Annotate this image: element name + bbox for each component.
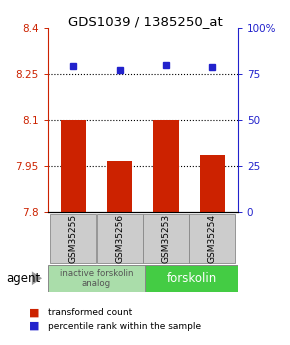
Text: inactive forskolin
analog: inactive forskolin analog xyxy=(60,268,133,288)
Text: ■: ■ xyxy=(29,307,39,317)
Text: percentile rank within the sample: percentile rank within the sample xyxy=(48,322,201,331)
Text: transformed count: transformed count xyxy=(48,308,132,317)
Bar xyxy=(107,161,133,212)
FancyBboxPatch shape xyxy=(97,214,143,263)
Bar xyxy=(153,120,179,212)
Text: GSM35254: GSM35254 xyxy=(208,214,217,263)
Text: GSM35256: GSM35256 xyxy=(115,214,124,263)
FancyBboxPatch shape xyxy=(189,214,235,263)
Text: GSM35255: GSM35255 xyxy=(69,214,78,263)
Text: agent: agent xyxy=(6,272,40,285)
Bar xyxy=(61,120,86,212)
Text: forskolin: forskolin xyxy=(166,272,217,285)
Text: GSM35253: GSM35253 xyxy=(162,214,171,263)
FancyBboxPatch shape xyxy=(50,214,96,263)
Bar xyxy=(200,155,225,212)
FancyBboxPatch shape xyxy=(145,265,238,292)
Text: ■: ■ xyxy=(29,321,39,331)
Text: GDS1039 / 1385250_at: GDS1039 / 1385250_at xyxy=(68,16,222,29)
FancyBboxPatch shape xyxy=(48,265,145,292)
FancyBboxPatch shape xyxy=(143,214,189,263)
